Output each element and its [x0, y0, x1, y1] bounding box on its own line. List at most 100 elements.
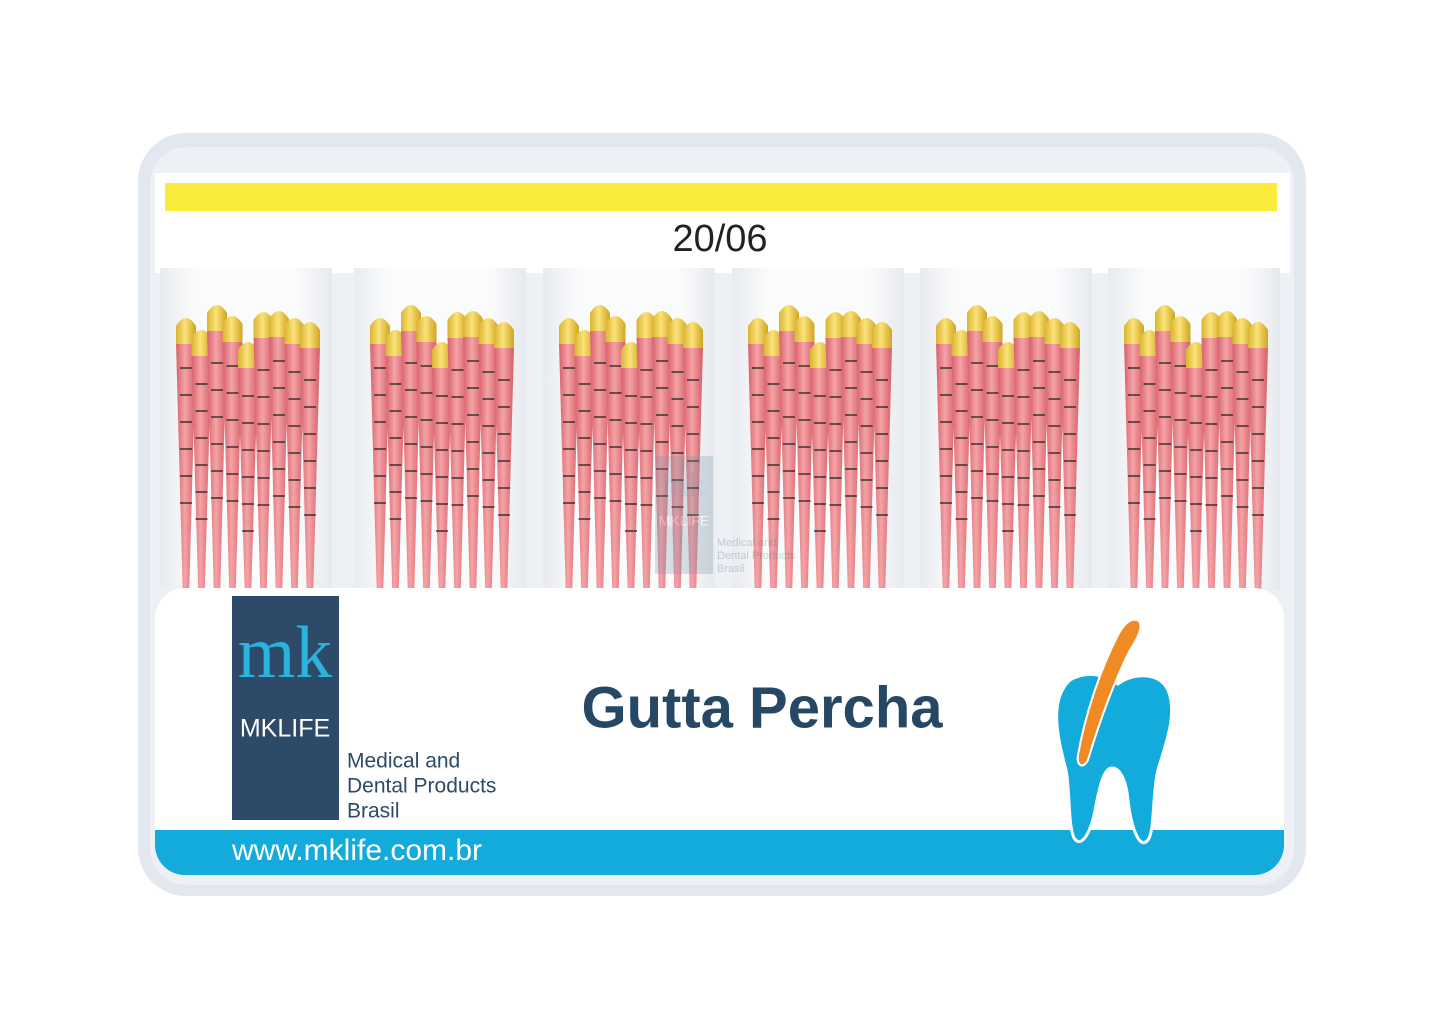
- gutta-point: [1124, 318, 1144, 590]
- point-body: [856, 342, 877, 590]
- gutta-point: [825, 312, 846, 590]
- point-body: [1029, 335, 1049, 590]
- point-tip: [207, 305, 227, 331]
- point-body: [559, 342, 579, 590]
- point-body: [1124, 342, 1144, 590]
- gutta-point: [936, 318, 956, 590]
- logo-brand: MKLIFE: [240, 715, 330, 743]
- gutta-point: [269, 311, 289, 590]
- gutta-point: [856, 318, 877, 590]
- gutta-point: [872, 322, 892, 590]
- point-body: [574, 354, 595, 590]
- gutta-point: [621, 342, 641, 590]
- point-tip: [590, 305, 610, 331]
- watermark-mark: mk: [662, 467, 705, 504]
- point-tip: [300, 322, 320, 348]
- point-body: [636, 336, 657, 590]
- point-body: [1232, 342, 1253, 590]
- gutta-point: [636, 312, 657, 590]
- gutta-point: [300, 322, 320, 590]
- point-body: [1044, 342, 1065, 590]
- gutta-point: [1013, 312, 1034, 590]
- point-tip: [401, 305, 421, 331]
- watermark: mk MKLIFE Medical and Dental Products Br…: [655, 456, 796, 575]
- gutta-point: [1029, 311, 1049, 590]
- point-tip: [1170, 316, 1191, 342]
- gutta-point: [370, 318, 390, 590]
- point-body: [176, 342, 196, 590]
- point-tip: [748, 318, 768, 344]
- point-tip: [1013, 312, 1034, 338]
- gutta-point: [763, 330, 784, 590]
- watermark-tagline: Brasil: [717, 563, 745, 575]
- point-body: [284, 342, 305, 590]
- point-tip: [763, 330, 784, 356]
- point-tip: [825, 312, 846, 338]
- product-title: Gutta Percha: [582, 675, 944, 740]
- gutta-point: [447, 312, 468, 590]
- point-tip: [667, 318, 688, 344]
- point-body: [269, 335, 289, 590]
- gutta-point: [416, 316, 437, 590]
- gutta-point: [1139, 330, 1160, 590]
- gutta-point: [982, 316, 1003, 590]
- logo-tagline: Brasil: [347, 800, 400, 823]
- gutta-point: [1155, 305, 1175, 590]
- point-body: [432, 366, 452, 590]
- logo-tagline: Medical and: [347, 750, 460, 773]
- point-tip: [1044, 318, 1065, 344]
- website-url: www.mklife.com.br: [231, 834, 482, 867]
- point-body: [605, 340, 626, 590]
- point-tip: [191, 330, 212, 356]
- logo-tagline: Dental Products: [347, 775, 496, 798]
- point-body: [667, 342, 688, 590]
- gutta-point: [478, 318, 499, 590]
- point-body: [951, 354, 972, 590]
- point-tip: [936, 318, 956, 344]
- point-body: [478, 342, 499, 590]
- size-bar: [165, 183, 1277, 211]
- point-tip: [652, 311, 672, 337]
- point-tip: [447, 312, 468, 338]
- gutta-point: [1217, 311, 1237, 590]
- logo-mark: mk: [238, 612, 333, 694]
- gutta-point: [590, 305, 610, 590]
- watermark-brand: MKLIFE: [659, 513, 710, 529]
- point-tip: [478, 318, 499, 344]
- gutta-point: [748, 318, 768, 590]
- point-tip: [176, 318, 196, 344]
- point-body: [621, 366, 641, 590]
- point-tip: [683, 322, 703, 348]
- watermark-tagline: Dental Products: [717, 550, 796, 562]
- point-tip: [1060, 322, 1080, 348]
- gutta-point: [841, 311, 861, 590]
- point-tip: [1186, 342, 1206, 368]
- point-body: [222, 340, 243, 590]
- gutta-point: [238, 342, 258, 590]
- point-body: [1155, 329, 1175, 590]
- point-tip: [810, 342, 830, 368]
- gutta-point: [559, 318, 579, 590]
- tooth-icon: [1055, 618, 1174, 844]
- gutta-point: [1186, 342, 1206, 590]
- point-tip: [494, 322, 514, 348]
- point-body: [825, 336, 846, 590]
- point-tip: [636, 312, 657, 338]
- point-tip: [238, 342, 258, 368]
- point-body: [401, 329, 421, 590]
- point-tip: [982, 316, 1003, 342]
- point-tip: [416, 316, 437, 342]
- gutta-point: [432, 342, 452, 590]
- point-tip: [998, 342, 1018, 368]
- gutta-point: [683, 322, 703, 590]
- gutta-point: [494, 322, 514, 590]
- point-body: [238, 366, 258, 590]
- point-body: [1013, 336, 1034, 590]
- point-body: [841, 335, 861, 590]
- gutta-point: [779, 305, 799, 590]
- gutta-point: [998, 342, 1018, 590]
- point-tip: [951, 330, 972, 356]
- point-tip: [370, 318, 390, 344]
